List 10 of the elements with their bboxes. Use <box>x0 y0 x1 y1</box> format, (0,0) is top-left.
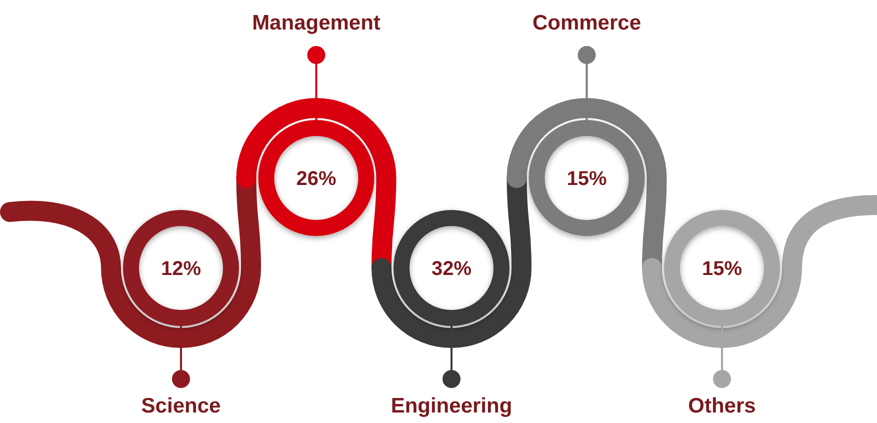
data-label: 32% <box>431 258 472 280</box>
data-label: 15% <box>566 168 607 190</box>
category-label: Commerce <box>532 11 642 34</box>
category-label: Others <box>688 394 756 418</box>
data-label: 26% <box>296 168 336 190</box>
category-label: Engineering <box>390 394 512 418</box>
category-label: Management <box>252 11 380 34</box>
data-label: 12% <box>160 258 202 280</box>
data-label: 15% <box>702 258 742 280</box>
category-label: Science <box>141 394 221 418</box>
